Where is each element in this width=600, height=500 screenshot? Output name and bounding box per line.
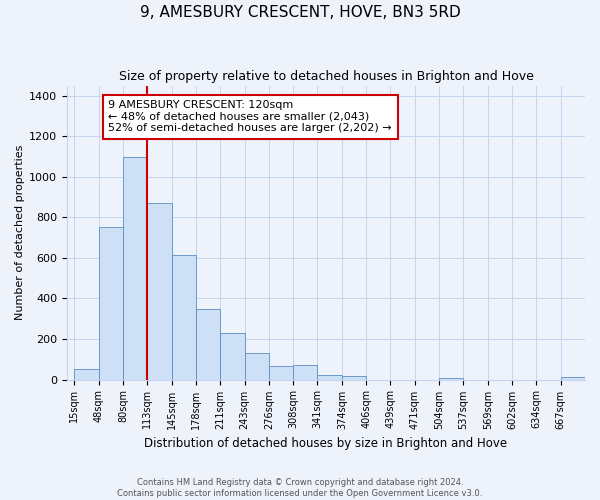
Bar [147,203,172,380]
X-axis label: Distribution of detached houses by size in Brighton and Hove: Distribution of detached houses by size … [145,437,508,450]
Text: 9 AMESBURY CRESCENT: 120sqm
← 48% of detached houses are smaller (2,043)
52% of : 9 AMESBURY CRESCENT: 120sqm ← 48% of det… [109,100,392,134]
Bar [74,370,98,380]
Bar [196,308,220,380]
Bar [293,366,317,380]
Bar [123,156,147,380]
Bar [317,374,342,380]
Bar [245,353,269,380]
Bar [269,366,293,380]
Bar [439,378,463,380]
Bar [98,228,123,380]
Y-axis label: Number of detached properties: Number of detached properties [15,145,25,320]
Title: Size of property relative to detached houses in Brighton and Hove: Size of property relative to detached ho… [119,70,533,83]
Bar [560,376,585,380]
Text: Contains HM Land Registry data © Crown copyright and database right 2024.
Contai: Contains HM Land Registry data © Crown c… [118,478,482,498]
Bar [172,255,196,380]
Bar [342,376,366,380]
Bar [220,333,245,380]
Text: 9, AMESBURY CRESCENT, HOVE, BN3 5RD: 9, AMESBURY CRESCENT, HOVE, BN3 5RD [140,5,460,20]
